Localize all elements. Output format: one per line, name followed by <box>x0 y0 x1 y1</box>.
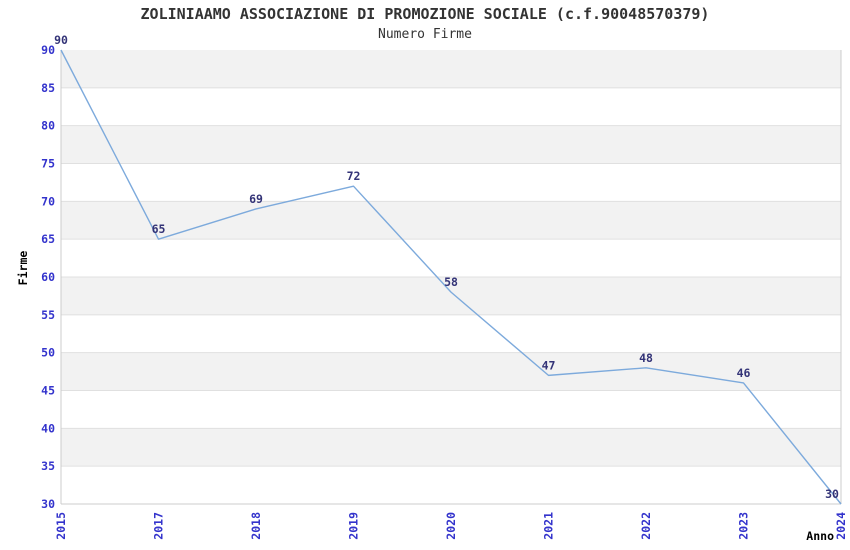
chart-subtitle: Numero Firme <box>378 27 472 42</box>
y-tick-label: 55 <box>41 308 55 322</box>
y-grid-band <box>61 87 841 126</box>
y-tick-label: 60 <box>41 270 55 284</box>
y-grid-band <box>61 390 841 429</box>
y-grid-band <box>61 466 841 504</box>
y-grid-band <box>61 125 841 164</box>
y-tick-label: 90 <box>41 43 55 57</box>
x-tick-label: 2021 <box>542 512 556 540</box>
y-tick-label: 85 <box>41 81 55 95</box>
y-grid-band <box>61 277 841 315</box>
x-tick-label: 2019 <box>347 512 361 540</box>
y-tick-label: 65 <box>41 232 55 246</box>
x-tick-label: 2022 <box>639 512 653 540</box>
data-label: 72 <box>347 169 361 183</box>
y-tick-label: 30 <box>41 497 55 511</box>
x-tick-label: 2023 <box>737 512 751 540</box>
x-tick-label: 2015 <box>54 512 68 540</box>
data-label: 30 <box>825 487 839 501</box>
data-label: 90 <box>54 33 68 47</box>
y-grid-band <box>61 163 841 202</box>
y-tick-label: 45 <box>41 384 55 398</box>
y-grid-band <box>61 428 841 467</box>
data-label: 48 <box>639 351 653 365</box>
chart-title: ZOLINIAAMO ASSOCIAZIONE DI PROMOZIONE SO… <box>140 5 710 23</box>
y-grid-band <box>61 314 841 353</box>
data-label: 65 <box>152 222 166 236</box>
x-axis-title: Anno <box>806 529 834 543</box>
y-tick-label: 35 <box>41 459 55 473</box>
y-grid-band <box>61 352 841 391</box>
y-tick-label: 40 <box>41 421 55 435</box>
y-grid-band <box>61 201 841 240</box>
y-tick-label: 70 <box>41 194 55 208</box>
data-label: 69 <box>249 192 263 206</box>
x-tick-label: 2024 <box>834 512 848 540</box>
series-line <box>60 49 842 505</box>
y-tick-label: 50 <box>41 346 55 360</box>
x-tick-label: 2020 <box>444 512 458 540</box>
data-label: 47 <box>542 358 556 372</box>
x-tick-label: 2018 <box>249 512 263 540</box>
y-grid-band <box>61 50 841 88</box>
data-label: 58 <box>444 275 458 289</box>
y-tick-label: 80 <box>41 119 55 133</box>
data-label: 46 <box>737 366 751 380</box>
y-grid-band <box>61 239 841 277</box>
x-tick-label: 2017 <box>152 512 166 540</box>
y-axis-title: Firme <box>16 251 30 286</box>
y-tick-label: 75 <box>41 157 55 171</box>
